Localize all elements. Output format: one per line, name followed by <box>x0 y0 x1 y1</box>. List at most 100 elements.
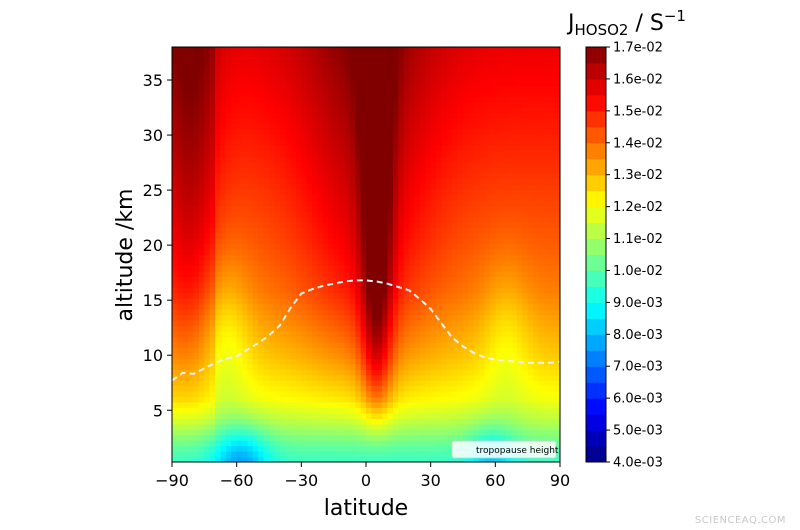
heatmap-cell <box>425 221 432 228</box>
heatmap-cell <box>301 161 308 168</box>
heatmap-cell <box>484 221 491 228</box>
heatmap-cell <box>193 352 200 359</box>
heatmap-cell <box>322 265 329 272</box>
heatmap-cell <box>193 341 200 348</box>
heatmap-cell <box>236 418 243 425</box>
heatmap-cell <box>188 259 195 267</box>
heatmap-cell <box>371 320 378 327</box>
heatmap-cell <box>468 429 475 436</box>
heatmap-cell <box>328 309 335 316</box>
heatmap-cell <box>484 199 491 206</box>
heatmap-cell <box>247 429 254 436</box>
heatmap-cell <box>333 309 340 316</box>
heatmap-cell <box>306 79 313 86</box>
heatmap-cell <box>209 456 216 462</box>
heatmap-cell <box>489 429 496 436</box>
heatmap-cell <box>473 380 480 387</box>
heatmap-cell <box>269 412 275 419</box>
heatmap-cell <box>188 117 195 125</box>
heatmap-cell <box>506 374 513 381</box>
heatmap-cell <box>301 309 308 316</box>
heatmap-cell <box>398 254 405 261</box>
heatmap-cell <box>274 259 281 267</box>
heatmap-cell <box>414 227 421 234</box>
heatmap-cell <box>295 347 302 354</box>
heatmap-cell <box>511 221 518 228</box>
heatmap-cell <box>225 363 232 370</box>
heatmap-cell <box>489 385 496 392</box>
heatmap-cell <box>376 227 383 234</box>
heatmap-cell <box>220 107 227 114</box>
heatmap-cell <box>182 445 189 452</box>
heatmap-cell <box>317 445 324 452</box>
heatmap-cell <box>430 396 437 403</box>
heatmap-cell <box>333 167 340 174</box>
heatmap-cell <box>215 281 222 288</box>
heatmap-cell <box>339 172 346 179</box>
heatmap-cell <box>392 232 399 239</box>
heatmap-cell <box>263 407 270 414</box>
heatmap-cell <box>376 407 383 414</box>
heatmap-cell <box>306 249 313 256</box>
heatmap-cell <box>463 205 469 212</box>
heatmap-cell <box>339 287 346 294</box>
heatmap-cell <box>425 74 432 81</box>
heatmap-cell <box>349 358 356 365</box>
heatmap-cell <box>279 107 286 114</box>
heatmap-cell <box>516 325 523 332</box>
heatmap-cell <box>215 429 222 436</box>
heatmap-cell <box>333 107 340 114</box>
heatmap-cell <box>209 134 216 141</box>
heatmap-cell <box>419 238 426 245</box>
heatmap-cell <box>355 445 362 452</box>
heatmap-cell <box>209 440 216 447</box>
heatmap-cell <box>516 90 523 97</box>
heatmap-cell <box>484 216 491 223</box>
heatmap-cell <box>511 210 518 217</box>
heatmap-cell <box>452 96 459 103</box>
heatmap-cell <box>452 330 459 338</box>
heatmap-cell <box>290 401 297 408</box>
heatmap-cell <box>301 134 308 141</box>
heatmap-cell <box>398 298 405 305</box>
heatmap-cell <box>177 161 184 168</box>
heatmap-cell <box>516 369 523 376</box>
heatmap-cell <box>193 265 200 272</box>
heatmap-cell <box>382 221 389 228</box>
heatmap-cell <box>198 107 205 114</box>
heatmap-cell <box>387 434 394 441</box>
heatmap-cell <box>177 128 184 135</box>
heatmap-cell <box>371 407 378 414</box>
heatmap-cell <box>441 167 448 174</box>
heatmap-cell <box>495 287 502 294</box>
heatmap-cell <box>306 183 313 190</box>
heatmap-cell <box>295 303 302 310</box>
heatmap-cell <box>414 117 421 125</box>
heatmap-cell <box>274 440 281 447</box>
heatmap-cell <box>511 298 518 305</box>
heatmap-cell <box>209 249 216 256</box>
heatmap-cell <box>516 183 523 190</box>
heatmap-cell <box>355 210 362 217</box>
heatmap-cell <box>382 47 389 54</box>
heatmap-cell <box>419 287 426 294</box>
heatmap-cell <box>355 199 362 206</box>
heatmap-cell <box>506 341 513 348</box>
heatmap-cell <box>225 117 232 125</box>
heatmap-cell <box>295 232 302 239</box>
heatmap-cell <box>441 178 448 185</box>
heatmap-cell <box>516 128 523 135</box>
heatmap-cell <box>463 188 469 196</box>
heatmap-cell <box>312 68 319 75</box>
heatmap-cell <box>269 369 275 376</box>
heatmap-cell <box>360 145 367 152</box>
heatmap-cell <box>376 456 383 462</box>
heatmap-cell <box>387 205 394 212</box>
heatmap-cell <box>188 156 195 163</box>
heatmap-cell <box>489 380 496 387</box>
heatmap-cell <box>392 380 399 387</box>
heatmap-cell <box>242 227 249 234</box>
heatmap-cell <box>484 90 491 97</box>
heatmap-cell <box>209 47 216 54</box>
heatmap-cell <box>274 183 281 190</box>
